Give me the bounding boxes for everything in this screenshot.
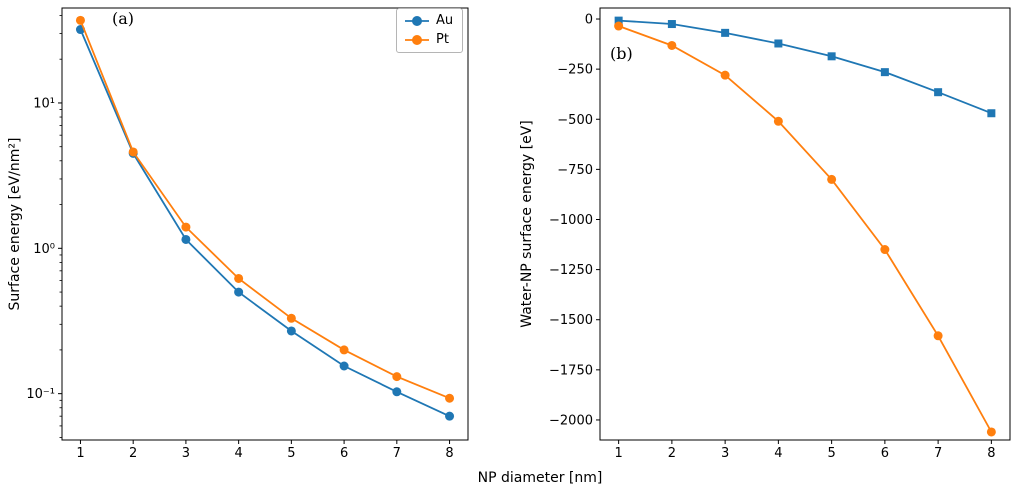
x-tick-label: 3 <box>182 446 190 461</box>
axes-frame <box>61 7 469 441</box>
panel-b-ylabel: Water-NP surface energy [eV] <box>519 120 535 328</box>
marker-pt <box>286 313 296 323</box>
marker-au <box>721 28 730 37</box>
marker-au <box>827 52 836 61</box>
series-line-pt <box>618 25 993 433</box>
y-tick-label: 0 <box>585 13 593 28</box>
legend-sample-au-icon <box>405 16 429 26</box>
marker-au <box>934 88 943 97</box>
x-tick-label: 6 <box>881 446 889 461</box>
y-tick-label: 10⁻¹ <box>26 387 55 402</box>
marker-au <box>880 68 889 77</box>
marker-pt <box>933 331 943 341</box>
x-tick-label: 8 <box>445 446 453 461</box>
series-line-au <box>79 29 450 418</box>
series-line-au <box>618 19 992 115</box>
marker-pt <box>720 70 730 80</box>
panel-b-plot: 1 2 3 4 5 6 7 8 0 −250 −500 −750 −1000 −1250 −1500 −175… <box>549 7 1011 461</box>
marker-au <box>286 326 296 336</box>
marker-au <box>987 109 996 118</box>
marker-pt <box>667 40 677 50</box>
marker-au <box>667 20 676 29</box>
x-tick-label: 4 <box>774 446 782 461</box>
panel-a-ylabel: Surface energy [eV/nm²] <box>7 137 23 311</box>
y-tick-label: −750 <box>557 163 593 178</box>
x-tick-label: 2 <box>129 446 137 461</box>
x-tick-label: 5 <box>827 446 835 461</box>
x-tick-label: 3 <box>721 446 729 461</box>
marker-pt <box>75 15 85 25</box>
marker-au <box>774 39 783 48</box>
panel-a-label: (a) <box>112 9 135 28</box>
marker-pt <box>614 21 624 31</box>
x-tick-label: 6 <box>340 446 348 461</box>
legend-entry-pt: Pt <box>404 32 453 48</box>
y-tick-label: −1500 <box>549 313 593 328</box>
legend-label-pt: Pt <box>436 32 449 47</box>
marker-pt <box>339 345 349 355</box>
y-tick-label: 10⁰ <box>33 242 55 257</box>
legend-entry-au: Au <box>404 13 453 29</box>
marker-pt <box>181 222 191 232</box>
series-line-pt <box>79 20 450 400</box>
marker-au <box>234 287 244 297</box>
marker-au <box>614 16 623 25</box>
y-tick-label: 10¹ <box>33 96 55 111</box>
y-tick-label: −500 <box>557 113 593 128</box>
x-tick-label: 7 <box>934 446 942 461</box>
axes-frame <box>599 7 1011 441</box>
marker-au <box>339 361 349 371</box>
x-tick-label: 1 <box>76 446 84 461</box>
marker-pt <box>880 245 890 255</box>
legend-label-au: Au <box>436 13 454 28</box>
y-tick-label: −1750 <box>549 363 593 378</box>
marker-pt <box>128 147 138 157</box>
marker-pt <box>986 427 996 437</box>
x-tick-label: 7 <box>393 446 401 461</box>
legend-box: Au Pt <box>396 8 464 53</box>
x-tick-label: 8 <box>987 446 995 461</box>
legend-sample-pt-icon <box>405 35 429 45</box>
x-tick-label: 5 <box>287 446 295 461</box>
panel-b-label: (b) <box>610 44 633 63</box>
marker-au <box>392 387 402 397</box>
x-tick-label: 1 <box>614 446 622 461</box>
marker-au <box>181 234 191 244</box>
y-tick-label: −2000 <box>549 413 593 428</box>
y-tick-label: −250 <box>557 63 593 78</box>
marker-pt <box>773 116 783 126</box>
marker-pt <box>445 393 455 403</box>
x-axis-label: NP diameter [nm] <box>477 470 603 486</box>
marker-au <box>445 411 455 421</box>
y-tick-label: −1250 <box>549 263 593 278</box>
x-tick-label: 2 <box>668 446 676 461</box>
marker-pt <box>827 174 837 184</box>
marker-pt <box>392 372 402 382</box>
x-tick-label: 4 <box>234 446 242 461</box>
marker-pt <box>234 273 244 283</box>
panel-a-plot: 1 2 3 4 5 6 7 8 10¹ 10⁰ 10⁻¹ <box>26 7 469 461</box>
y-tick-label: −1000 <box>549 213 593 228</box>
